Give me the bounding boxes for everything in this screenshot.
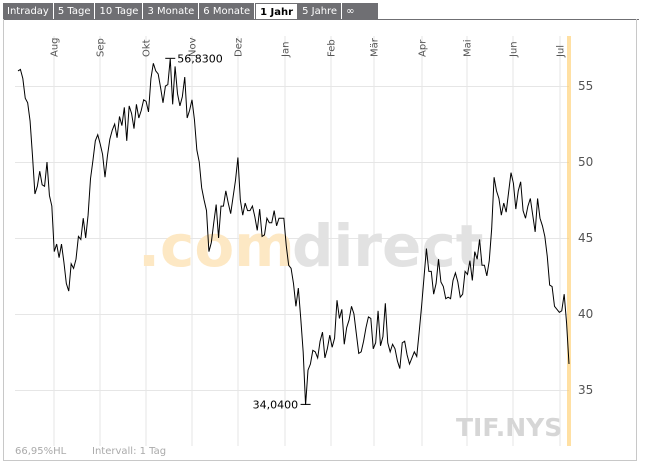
tab-6-monate[interactable]: 6 Monate	[199, 3, 256, 20]
month-label: Jul	[556, 45, 567, 58]
month-label: Apr	[418, 39, 429, 57]
min-value-label: 34,0400	[253, 398, 298, 411]
period-tab-bar: Intraday 5 Tage 10 Tage 3 Monate 6 Monat…	[3, 3, 380, 20]
month-label: Feb	[327, 39, 338, 57]
tab-5-tage[interactable]: 5 Tage	[54, 3, 96, 20]
month-label: Jan	[281, 42, 292, 58]
month-label: Aug	[50, 37, 61, 57]
y-tick-label: 35	[578, 383, 593, 397]
y-tick-label: 45	[578, 231, 593, 245]
month-label: Mär	[370, 37, 381, 57]
x-axis-labels: Aug Sep Okt Nov Dez Jan Feb Mär Apr Mai Jun Jul	[50, 37, 567, 58]
watermark-direct: direct	[292, 212, 483, 280]
tab-bar-underline	[3, 19, 639, 20]
tab-10-tage[interactable]: 10 Tage	[95, 3, 144, 20]
symbol-watermark: TIF.NYS	[456, 413, 562, 442]
tab-1-jahr[interactable]: 1 Jahr	[255, 3, 299, 20]
y-tick-label: 50	[578, 155, 593, 169]
footer-interval: Intervall: 1 Tag	[92, 446, 167, 457]
y-tick-label: 40	[578, 307, 593, 321]
tab-intraday[interactable]: Intraday	[3, 3, 54, 20]
month-label: Dez	[234, 38, 245, 57]
month-label: Jun	[509, 41, 520, 58]
max-value-label: 56,8300	[177, 52, 223, 65]
extreme-markers: 56,8300 34,0400	[165, 52, 311, 411]
chart-frame	[3, 19, 637, 461]
footer-hl: 66,95%HL	[15, 446, 67, 457]
month-label: Okt	[142, 39, 153, 57]
month-label: Nov	[188, 37, 199, 57]
y-tick-label: 55	[578, 79, 593, 93]
month-label: Sep	[96, 38, 107, 57]
month-label: Mai	[463, 39, 474, 57]
tab-3-monate[interactable]: 3 Monate	[143, 3, 200, 20]
y-axis-labels: 35 40 45 50 55	[578, 79, 593, 397]
watermark-com: .com	[138, 212, 295, 280]
tab-max[interactable]: ∞	[342, 3, 380, 20]
price-series-line	[17, 58, 570, 406]
tab-5-jahre[interactable]: 5 Jahre	[298, 3, 343, 20]
comdirect-watermark: .com direct	[138, 212, 483, 280]
